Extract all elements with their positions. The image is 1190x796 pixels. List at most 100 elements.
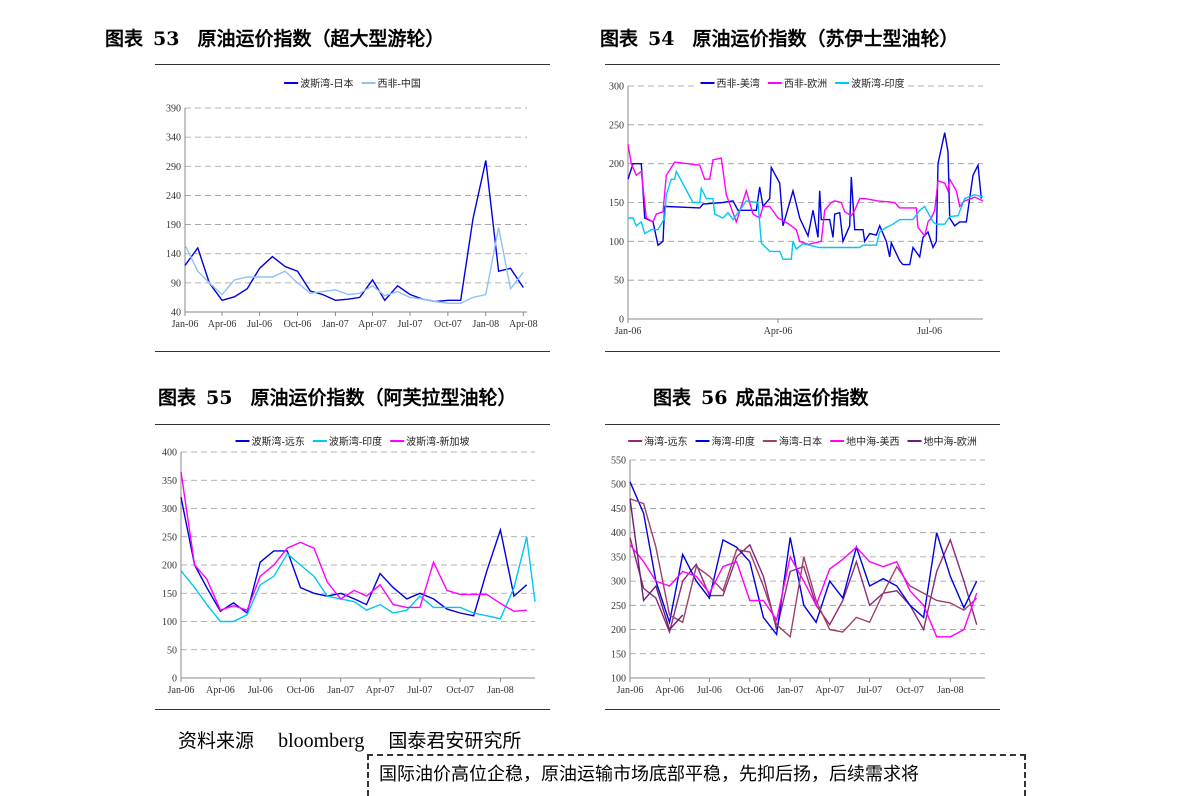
y-tick-label: 150 [609, 198, 624, 209]
legend-label: 海湾-日本 [779, 435, 822, 448]
series-line [628, 169, 984, 260]
y-tick-label: 400 [611, 528, 626, 539]
legend-label: 西非-美湾 [716, 77, 759, 90]
title-label: 图表 [653, 387, 692, 409]
y-tick-label: 340 [166, 133, 181, 144]
x-tick-label: Apr-07 [358, 319, 387, 330]
series-line [627, 132, 982, 266]
legend: 海湾-远东 海湾-印度 海湾-日本 地中海-美西 地中海-欧洲 [625, 434, 980, 448]
chart-53-svg: 40 90 140 190 240 290 340 390 Jan-06 Apr-06 Jul-06… [166, 76, 538, 330]
legend-label: 波斯湾-印度 [329, 435, 382, 448]
series-line [629, 498, 684, 631]
y-tick-label: 200 [611, 625, 626, 636]
title-text: 原油运价指数（阿芙拉型油轮） [250, 387, 517, 409]
chart-55: 0 50 100 150 200 250 300 350 400 Jan-06 Apr-06 Jul-… [155, 424, 550, 710]
x-tick-label: Jan-06 [172, 319, 199, 330]
x-tick-label: Jul-07 [397, 319, 422, 330]
title-number: 55 [206, 387, 233, 409]
series-line [184, 227, 524, 305]
series-line [629, 544, 978, 638]
y-tick-label: 290 [166, 162, 181, 173]
title-label: 图表 [158, 387, 197, 409]
title-text: 成品油运价指数 [735, 387, 869, 409]
y-tick-label: 100 [611, 674, 626, 685]
legend-background [697, 76, 908, 90]
legend-label: 波斯湾-印度 [851, 77, 904, 90]
x-tick-label: Jul-07 [407, 685, 432, 696]
y-tick-label: 550 [611, 456, 626, 467]
legend: 西非-美湾 西非-欧洲 波斯湾-印度 [697, 76, 908, 90]
x-tick-label: Jan-06 [617, 685, 644, 696]
legend-label: 地中海-美西 [846, 435, 899, 448]
legend-label: 海湾-印度 [711, 435, 754, 448]
chart-53: 40 90 140 190 240 290 340 390 Jan-06 Apr-06 Jul-06… [155, 64, 550, 352]
y-tick-label: 150 [611, 649, 626, 660]
title-text: 原油运价指数（超大型游轮） [197, 28, 445, 50]
x-tick-label: Jul-06 [247, 319, 272, 330]
x-tick-label: Oct-06 [736, 685, 764, 696]
x-tick-label: Apr-07 [815, 685, 844, 696]
y-tick-label: 450 [611, 504, 626, 515]
series-line [629, 498, 978, 639]
x-tick-label: Jan-08 [937, 685, 964, 696]
y-tick-label: 350 [611, 552, 626, 563]
chart-title-54: 图表 54 原油运价指数（苏伊士型油轮） [600, 24, 958, 51]
x-tick-label: Oct-07 [434, 319, 462, 330]
legend-label: 波斯湾-远东 [251, 435, 304, 448]
x-tick-label: Oct-07 [446, 685, 474, 696]
title-number: 54 [648, 28, 675, 50]
x-tick-label: Jul-07 [857, 685, 882, 696]
chart-title-55: 图表 55 原油运价指数（阿芙拉型油轮） [158, 383, 516, 410]
y-tick-label: 0 [172, 674, 177, 685]
y-tick-label: 190 [166, 220, 181, 231]
y-tick-label: 500 [611, 480, 626, 491]
y-tick-label: 50 [167, 645, 177, 656]
x-tick-label: Apr-06 [764, 326, 793, 337]
y-tick-label: 90 [171, 278, 181, 289]
chart-54-svg: 0 50 100 150 200 250 300 Jan-06 Apr-06 Jul-06 西非-美… [609, 76, 984, 337]
y-tick-label: 350 [162, 476, 177, 487]
source-label: 资料来源 [178, 730, 255, 752]
x-tick-label: Oct-06 [284, 319, 312, 330]
y-tick-label: 40 [171, 308, 181, 319]
y-tick-label: 50 [614, 276, 624, 287]
chart-56: 100 150 200 250 300 350 400 450 500 550 Jan-06 Apr-… [605, 424, 1000, 710]
x-tick-label: Apr-06 [655, 685, 684, 696]
title-number: 53 [153, 28, 180, 50]
series-line [184, 160, 524, 303]
x-tick-label: Jan-06 [615, 326, 642, 337]
x-tick-label: Oct-07 [896, 685, 924, 696]
x-tick-label: Jul-06 [248, 685, 273, 696]
summary-box: 国际油价高位企稳，原油运输市场底部平稳，先抑后扬，后续需求将 [367, 754, 1026, 796]
chart-title-56: 图表 56 成品油运价指数 [653, 383, 868, 410]
y-tick-label: 240 [166, 191, 181, 202]
y-tick-label: 250 [611, 601, 626, 612]
title-label: 图表 [105, 28, 144, 50]
legend: 波斯湾-日本 西非-中国 [281, 76, 424, 90]
source-provider: bloomberg [278, 730, 365, 752]
chart-55-svg: 0 50 100 150 200 250 300 350 400 Jan-06 Apr-06 Jul-… [162, 434, 536, 696]
x-tick-label: Jul-06 [917, 326, 942, 337]
legend-background [281, 76, 424, 90]
y-tick-label: 150 [162, 589, 177, 600]
title-number: 56 [701, 387, 728, 409]
x-tick-label: Apr-06 [206, 685, 235, 696]
y-tick-label: 200 [162, 561, 177, 572]
chart-54: 0 50 100 150 200 250 300 Jan-06 Apr-06 Jul-06 西非-美… [605, 64, 1000, 352]
x-tick-label: Apr-07 [366, 685, 395, 696]
y-tick-label: 0 [619, 315, 624, 326]
series-line [629, 481, 978, 637]
legend-background [625, 434, 980, 448]
y-tick-label: 140 [166, 249, 181, 260]
y-tick-label: 100 [609, 237, 624, 248]
legend-label: 西非-欧洲 [784, 78, 827, 90]
legend-label: 西非-中国 [378, 77, 421, 90]
legend-label: 地中海-欧洲 [924, 435, 977, 448]
y-tick-label: 390 [166, 104, 181, 115]
source-note: 资料来源 bloomberg 国泰君安研究所 [178, 726, 539, 753]
y-tick-label: 300 [609, 82, 624, 93]
source-institute: 国泰君安研究所 [388, 730, 522, 752]
x-tick-label: Jan-08 [487, 685, 514, 696]
legend-background [232, 434, 473, 448]
y-tick-label: 250 [162, 532, 177, 543]
